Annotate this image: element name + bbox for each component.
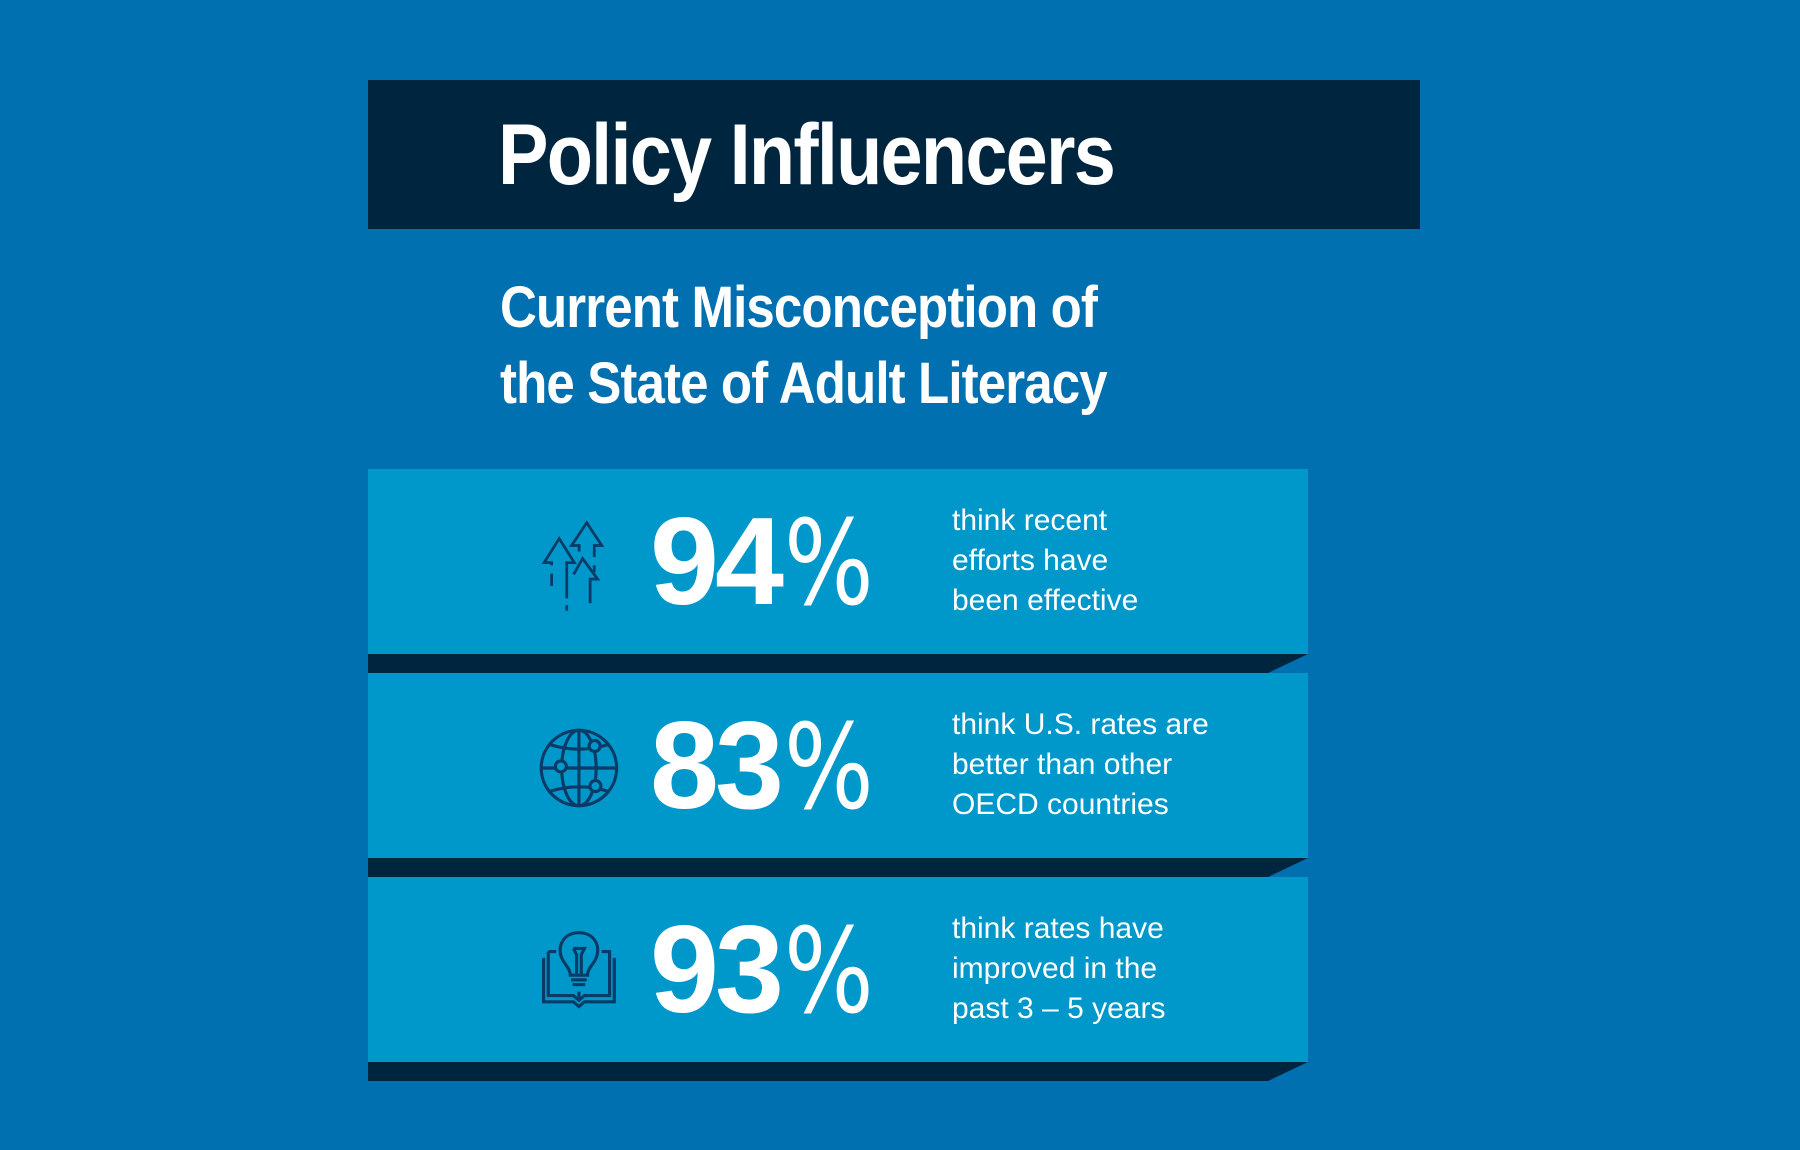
description-line: think rates have (952, 912, 1164, 945)
stat-description: think rates have improved in the past 3 … (952, 909, 1272, 1029)
stat-description: think U.S. rates are better than other O… (952, 705, 1272, 825)
stat-panel-oecd: 83 % think U.S. rates are better than ot… (368, 673, 1308, 877)
book-lightbulb-icon (520, 917, 630, 1027)
globe-network-icon (520, 713, 630, 823)
description-line: think U.S. rates are (952, 708, 1209, 741)
stat-panel-improved: 93 % think rates have improved in the pa… (368, 877, 1308, 1081)
subtitle-line: the State of Adult Literacy (500, 351, 1108, 416)
panel-shadow (368, 858, 1308, 877)
description-line: efforts have (952, 544, 1109, 577)
description-line: OECD countries (952, 788, 1169, 821)
percent-sign: % (783, 902, 874, 1040)
description-line: past 3 – 5 years (952, 992, 1166, 1025)
description-line: been effective (952, 584, 1139, 617)
panel-shadow (368, 1062, 1308, 1081)
stat-value: 93 % (650, 895, 896, 1045)
stat-panel-effective: 94 % think recent efforts have been effe… (368, 469, 1308, 673)
stat-value: 83 % (650, 691, 896, 841)
stat-number: 94 (650, 493, 784, 631)
subtitle-line: Current Misconception of (500, 275, 1098, 340)
panel-face (368, 877, 1308, 1062)
panel-face (368, 469, 1308, 654)
percent-sign: % (783, 698, 874, 836)
stat-number: 83 (650, 697, 784, 835)
description-line: think recent (952, 504, 1108, 537)
description-line: improved in the (952, 952, 1158, 985)
panel-shadow (368, 654, 1308, 673)
percent-sign: % (783, 494, 874, 632)
stat-description: think recent efforts have been effective (952, 501, 1272, 621)
subtitle: Current Misconception of the State of Ad… (500, 270, 1169, 422)
stat-value: 94 % (650, 487, 896, 637)
rising-arrows-icon (520, 509, 630, 619)
description-line: better than other (952, 748, 1173, 781)
page-title: Policy Influencers (498, 106, 1116, 203)
panel-face (368, 673, 1308, 858)
stat-number: 93 (650, 901, 784, 1039)
header-banner: Policy Influencers (368, 80, 1420, 229)
